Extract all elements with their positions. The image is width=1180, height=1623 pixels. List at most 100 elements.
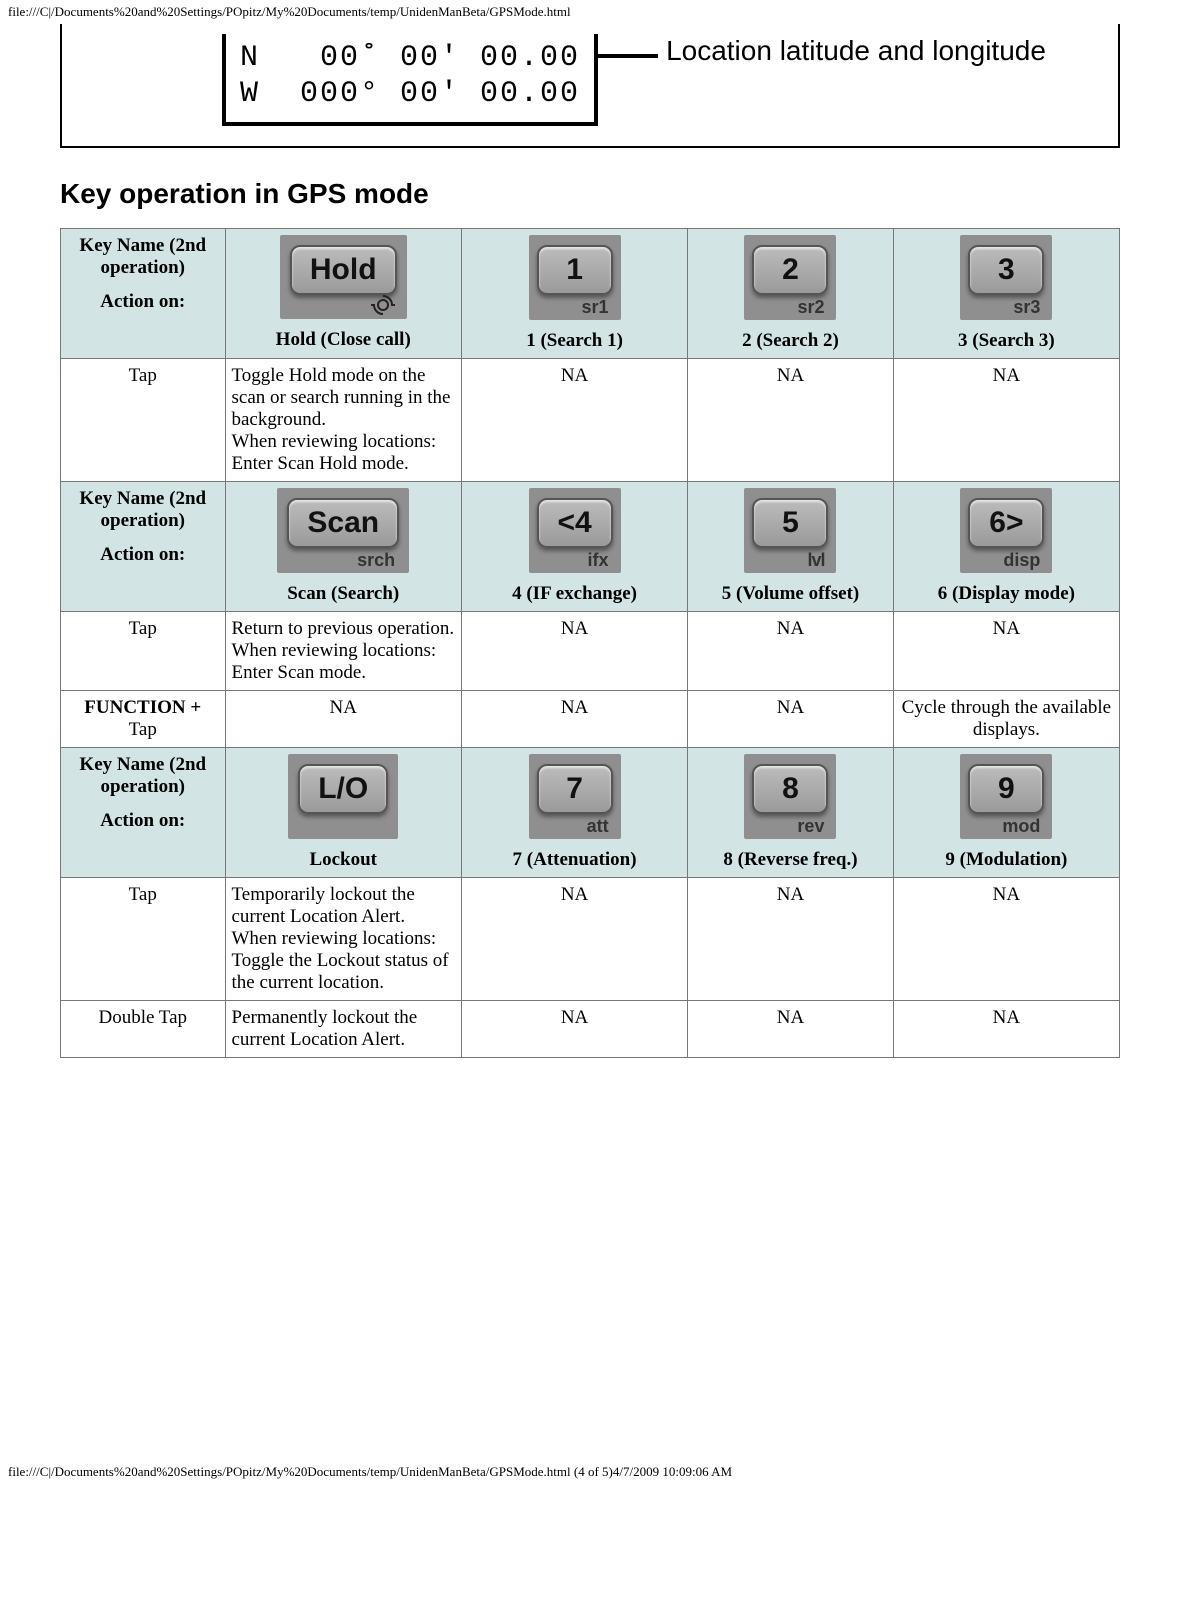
lockout-key-sub [298, 816, 388, 837]
callout-text: Location latitude and longitude [658, 34, 1046, 68]
key-6-sub: disp [968, 550, 1044, 571]
action-tap: Tap [61, 359, 226, 482]
cell-tap-hold: Toggle Hold mode on the scan or search r… [225, 359, 461, 482]
scan-key-sub: srch [287, 550, 399, 571]
action-function-tap: FUNCTION + Tap [61, 691, 226, 748]
cell-na: NA [461, 1001, 687, 1058]
key-8-cell: 8 rev 8 (Reverse freq.) [688, 748, 894, 878]
key-9-caption: 9 (Modulation) [945, 849, 1067, 871]
key-4-sub: ifx [537, 550, 613, 571]
key-3-sub: sr3 [968, 297, 1044, 318]
lockout-caption: Lockout [288, 849, 398, 871]
key-2-sub: sr2 [752, 297, 828, 318]
header-top-label: Key Name (2nd operation) [67, 754, 219, 798]
table-row: Tap Return to previous operation. When r… [61, 612, 1120, 691]
cell-na: NA [688, 359, 894, 482]
key-9-sub: mod [968, 816, 1044, 837]
cell-na: NA [893, 1001, 1119, 1058]
callout: Location latitude and longitude [598, 34, 1046, 68]
callout-leader-line [598, 54, 658, 58]
key-scan-cell: Scan srch Scan (Search) [225, 482, 461, 612]
cell-na: NA [461, 878, 687, 1001]
key-7-caption: 7 (Attenuation) [513, 849, 637, 871]
action-double-tap: Double Tap [61, 1001, 226, 1058]
table-row: Tap Temporarily lockout the current Loca… [61, 878, 1120, 1001]
key-8-sub: rev [752, 816, 828, 837]
header-label-cell: Key Name (2nd operation) Action on: [61, 748, 226, 878]
cell-na: NA [225, 691, 461, 748]
key-2-cell: 2 sr2 2 (Search 2) [688, 229, 894, 359]
lockout-key-icon: L/O [298, 764, 388, 814]
header-bottom-label: Action on: [67, 810, 219, 832]
key-5-caption: 5 (Volume offset) [722, 583, 860, 605]
action-tap: Tap [61, 878, 226, 1001]
cell-na: NA [461, 612, 687, 691]
lcd-line-lon: W 000° 00' 00.00 [240, 76, 580, 112]
cell-na: NA [893, 878, 1119, 1001]
cell-na: NA [461, 691, 687, 748]
cell-na: NA [688, 612, 894, 691]
cell-na: NA [688, 878, 894, 1001]
function-plus-label: FUNCTION + [84, 697, 201, 718]
cell-na: NA [893, 612, 1119, 691]
function-plus-after: Tap [129, 719, 157, 740]
lcd-callout-frame: N 00˚ 00' 00.00 W 000° 00' 00.00 Locatio… [60, 24, 1120, 148]
key-1-sub: sr1 [537, 297, 613, 318]
cell-tap-lockout: Temporarily lockout the current Location… [225, 878, 461, 1001]
key-6-caption: 6 (Display mode) [938, 583, 1075, 605]
header-top-label: Key Name (2nd operation) [67, 488, 219, 532]
header-label-cell: Key Name (2nd operation) Action on: [61, 229, 226, 359]
key-5-sub: lvl [752, 550, 828, 571]
key-4-caption: 4 (IF exchange) [512, 583, 637, 605]
key-2-icon: 2 [752, 245, 828, 295]
key-1-cell: 1 sr1 1 (Search 1) [461, 229, 687, 359]
table-row: FUNCTION + Tap NA NA NA Cycle through th… [61, 691, 1120, 748]
key-8-caption: 8 (Reverse freq.) [723, 849, 857, 871]
page-url-footer: file:///C|/Documents%20and%20Settings/PO… [0, 1458, 1180, 1486]
header-top-label: Key Name (2nd operation) [67, 235, 219, 279]
cell-na: NA [688, 691, 894, 748]
action-tap: Tap [61, 612, 226, 691]
key-operation-table: Key Name (2nd operation) Action on: Hold [60, 228, 1120, 1058]
key-9-cell: 9 mod 9 (Modulation) [893, 748, 1119, 878]
header-bottom-label: Action on: [67, 291, 219, 313]
lcd-line-lat: N 00˚ 00' 00.00 [240, 40, 580, 76]
table-header-row: Key Name (2nd operation) Action on: L/O … [61, 748, 1120, 878]
hold-caption: Hold (Close call) [276, 329, 411, 351]
key-lo-cell: L/O Lockout [225, 748, 461, 878]
key-3-caption: 3 (Search 3) [958, 330, 1055, 352]
cell-na: NA [688, 1001, 894, 1058]
key-hold-cell: Hold Hold (Close call) [225, 229, 461, 359]
section-title: Key operation in GPS mode [60, 178, 1120, 210]
key-7-icon: 7 [537, 764, 613, 814]
key-8-icon: 8 [752, 764, 828, 814]
key-5-icon: 5 [752, 498, 828, 548]
key-1-caption: 1 (Search 1) [526, 330, 623, 352]
key-1-icon: 1 [537, 245, 613, 295]
table-row: Double Tap Permanently lockout the curre… [61, 1001, 1120, 1058]
key-3-icon: 3 [968, 245, 1044, 295]
table-header-row: Key Name (2nd operation) Action on: Hold [61, 229, 1120, 359]
key-3-cell: 3 sr3 3 (Search 3) [893, 229, 1119, 359]
key-5-cell: 5 lvl 5 (Volume offset) [688, 482, 894, 612]
lcd-screen: N 00˚ 00' 00.00 W 000° 00' 00.00 [222, 34, 598, 126]
key-9-icon: 9 [968, 764, 1044, 814]
hold-key-icon: Hold [290, 245, 397, 295]
key-4-icon: <4 [537, 498, 613, 548]
key-7-sub: att [537, 816, 613, 837]
scan-caption: Scan (Search) [277, 583, 409, 605]
page-content: N 00˚ 00' 00.00 W 000° 00' 00.00 Locatio… [0, 24, 1180, 1058]
close-call-icon [369, 293, 397, 317]
scan-key-icon: Scan [287, 498, 399, 548]
table-row: Tap Toggle Hold mode on the scan or sear… [61, 359, 1120, 482]
header-bottom-label: Action on: [67, 544, 219, 566]
cell-func-6: Cycle through the available displays. [893, 691, 1119, 748]
page-url-header: file:///C|/Documents%20and%20Settings/PO… [0, 0, 1180, 24]
cell-na: NA [893, 359, 1119, 482]
cell-na: NA [461, 359, 687, 482]
key-2-caption: 2 (Search 2) [742, 330, 839, 352]
key-6-icon: 6> [968, 498, 1044, 548]
key-6-cell: 6> disp 6 (Display mode) [893, 482, 1119, 612]
key-4-cell: <4 ifx 4 (IF exchange) [461, 482, 687, 612]
cell-tap-scan: Return to previous operation. When revie… [225, 612, 461, 691]
